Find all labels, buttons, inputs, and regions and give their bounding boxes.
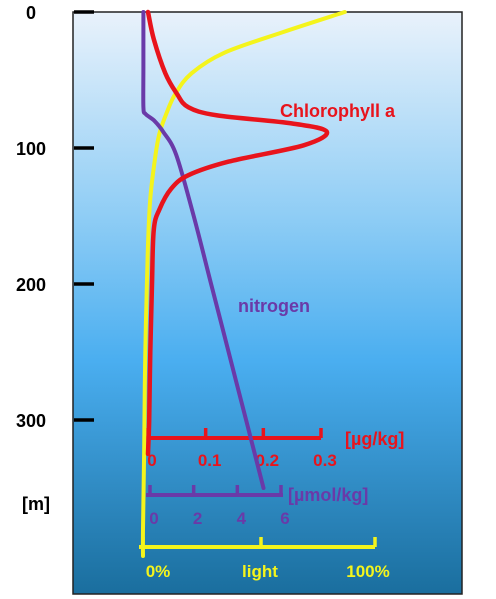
chlorophyll-series-label: Chlorophyll a — [280, 101, 396, 121]
depth-tick-label: 0 — [26, 3, 36, 23]
nitrogen-tick-label: 4 — [237, 509, 247, 528]
nitrogen-scale: 0 2 4 6 [µmol/kg] — [146, 485, 368, 528]
light-tick-label: 100% — [346, 562, 389, 581]
depth-tick-label: 100 — [16, 139, 46, 159]
nitrogen-tick-label: 6 — [280, 509, 289, 528]
chlorophyll-tick-label: 0 — [147, 451, 156, 470]
light-tick-label: 0% — [146, 562, 171, 581]
chlorophyll-tick-label: 0.1 — [198, 451, 222, 470]
depth-tick-label: 300 — [16, 411, 46, 431]
light-axis-caption: light — [242, 562, 278, 581]
light-scale: 0% light 100% — [139, 537, 390, 581]
nitrogen-unit-label: [µmol/kg] — [288, 485, 368, 505]
light-curve — [140, 10, 347, 558]
nitrogen-tick-label: 0 — [149, 509, 158, 528]
chlorophyll-curve — [145, 9, 330, 457]
chlorophyll-tick-label: 0.3 — [313, 451, 337, 470]
depth-axis: 0 100 200 300 — [16, 3, 94, 431]
depth-tick-label: 200 — [16, 275, 46, 295]
chlorophyll-unit-label: [µg/kg] — [345, 429, 404, 449]
depth-unit-label: [m] — [22, 494, 50, 514]
nitrogen-tick-label: 2 — [193, 509, 202, 528]
nitrogen-curve — [141, 10, 266, 490]
chlorophyll-scale: 0 0.1 0.2 0.3 [µg/kg] — [144, 428, 404, 470]
nitrogen-series-label: nitrogen — [238, 296, 310, 316]
chlorophyll-tick-label: 0.2 — [256, 451, 280, 470]
